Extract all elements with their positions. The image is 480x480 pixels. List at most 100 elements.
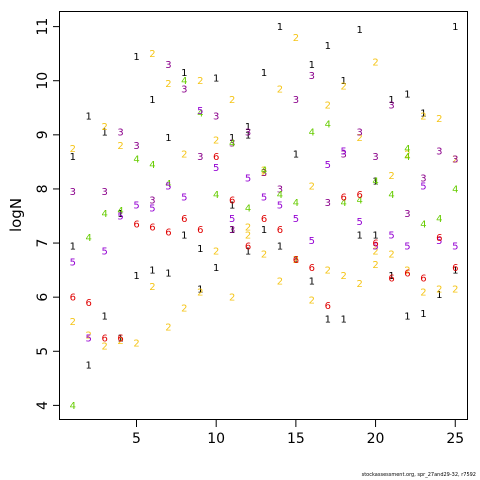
data-point-series-5: 5 [372,241,378,252]
data-point-series-6: 6 [404,268,410,279]
x-tick-label: 20 [367,431,385,447]
data-point-series-1: 1 [245,122,251,133]
data-point-series-3: 3 [277,184,283,195]
data-point-series-4: 4 [388,190,394,201]
data-point-series-6: 6 [261,214,267,225]
data-point-series-6: 6 [388,274,394,285]
y-tick-label: 9 [35,130,51,139]
data-point-series-6: 6 [309,263,315,274]
data-point-series-1: 1 [420,109,426,120]
data-point-series-1: 1 [261,225,267,236]
data-point-series-5: 5 [293,214,299,225]
data-point-series-6: 6 [165,228,171,239]
data-point-series-3: 3 [420,174,426,185]
data-point-series-3: 3 [101,187,107,198]
data-point-series-2: 2 [149,49,155,60]
data-point-series-5: 5 [356,217,362,228]
data-point-series-3: 3 [341,149,347,160]
data-point-series-1: 1 [293,149,299,160]
data-point-series-2: 2 [261,168,267,179]
data-point-series-6: 6 [86,298,92,309]
data-point-series-2: 2 [277,84,283,95]
data-point-series-1: 1 [70,241,76,252]
data-point-series-1: 1 [165,133,171,144]
data-point-series-4: 4 [341,198,347,209]
data-point-series-3: 3 [356,128,362,139]
data-point-series-1: 1 [372,230,378,241]
data-point-series-1: 1 [101,312,107,323]
data-point-series-3: 3 [436,147,442,158]
data-point-series-2: 2 [388,171,394,182]
data-point-series-4: 4 [101,209,107,220]
data-point-series-5: 5 [341,147,347,158]
data-point-series-6: 6 [325,301,331,312]
data-point-series-6: 6 [229,195,235,206]
data-point-series-4: 4 [70,401,76,412]
data-point-series-4: 4 [149,160,155,171]
data-point-series-3: 3 [325,198,331,209]
data-point-series-1: 1 [213,74,219,85]
data-point-series-1: 1 [356,25,362,36]
data-point-series-2: 2 [181,149,187,160]
data-point-series-1: 1 [341,314,347,325]
data-point-series-1: 1 [277,22,283,33]
data-point-series-4: 4 [277,190,283,201]
plot-frame [59,11,468,420]
data-point-series-5: 5 [277,201,283,212]
data-point-series-2: 2 [86,331,92,342]
data-point-series-5: 5 [404,241,410,252]
y-tick-label: 7 [35,239,51,248]
data-point-series-2: 2 [293,33,299,44]
data-point-series-3: 3 [452,155,458,166]
data-point-series-6: 6 [70,293,76,304]
data-point-series-4: 4 [261,166,267,177]
data-point-series-2: 2 [101,122,107,133]
data-point-series-1: 1 [325,41,331,52]
data-point-series-6: 6 [277,225,283,236]
data-point-series-5: 5 [165,182,171,193]
data-point-series-2: 2 [261,249,267,260]
data-point-series-2: 2 [70,144,76,155]
data-point-series-1: 1 [229,225,235,236]
data-point-series-2: 2 [436,285,442,296]
data-point-series-6: 6 [356,190,362,201]
data-point-series-4: 4 [213,190,219,201]
data-point-series-2: 2 [452,155,458,166]
data-point-series-5: 5 [117,212,123,223]
data-point-series-2: 2 [181,303,187,314]
data-point-series-4: 4 [372,176,378,187]
data-point-series-1: 1 [117,209,123,220]
data-point-series-1: 1 [388,95,394,106]
y-tick-label: 5 [35,347,51,356]
data-point-series-1: 1 [133,52,139,63]
data-point-series-4: 4 [133,155,139,166]
data-point-series-2: 2 [133,339,139,350]
data-point-series-1: 1 [404,312,410,323]
data-point-series-3: 3 [70,187,76,198]
data-point-series-3: 3 [117,128,123,139]
data-point-series-3: 3 [181,84,187,95]
data-point-series-1: 1 [70,152,76,163]
data-point-series-2: 2 [70,317,76,328]
data-point-series-1: 1 [101,128,107,139]
data-point-series-3: 3 [165,60,171,71]
y-tick-label: 6 [35,293,51,302]
data-point-series-1: 1 [149,266,155,277]
data-point-series-5: 5 [420,182,426,193]
data-point-series-2: 2 [117,141,123,152]
data-point-series-1: 1 [229,133,235,144]
data-point-series-1: 1 [452,22,458,33]
y-axis: 4 5 6 7 8 9 10 11 [35,18,60,410]
data-point-series-1: 1 [229,201,235,212]
data-point-series-2: 2 [293,255,299,266]
data-point-series-2: 2 [341,82,347,93]
data-point-series-1: 1 [86,360,92,371]
data-point-series-3: 3 [404,209,410,220]
data-point-series-2: 2 [197,287,203,298]
data-point-series-6: 6 [133,220,139,231]
data-point-series-2: 2 [229,95,235,106]
data-point-series-3: 3 [388,101,394,112]
data-point-series-3: 3 [229,138,235,149]
